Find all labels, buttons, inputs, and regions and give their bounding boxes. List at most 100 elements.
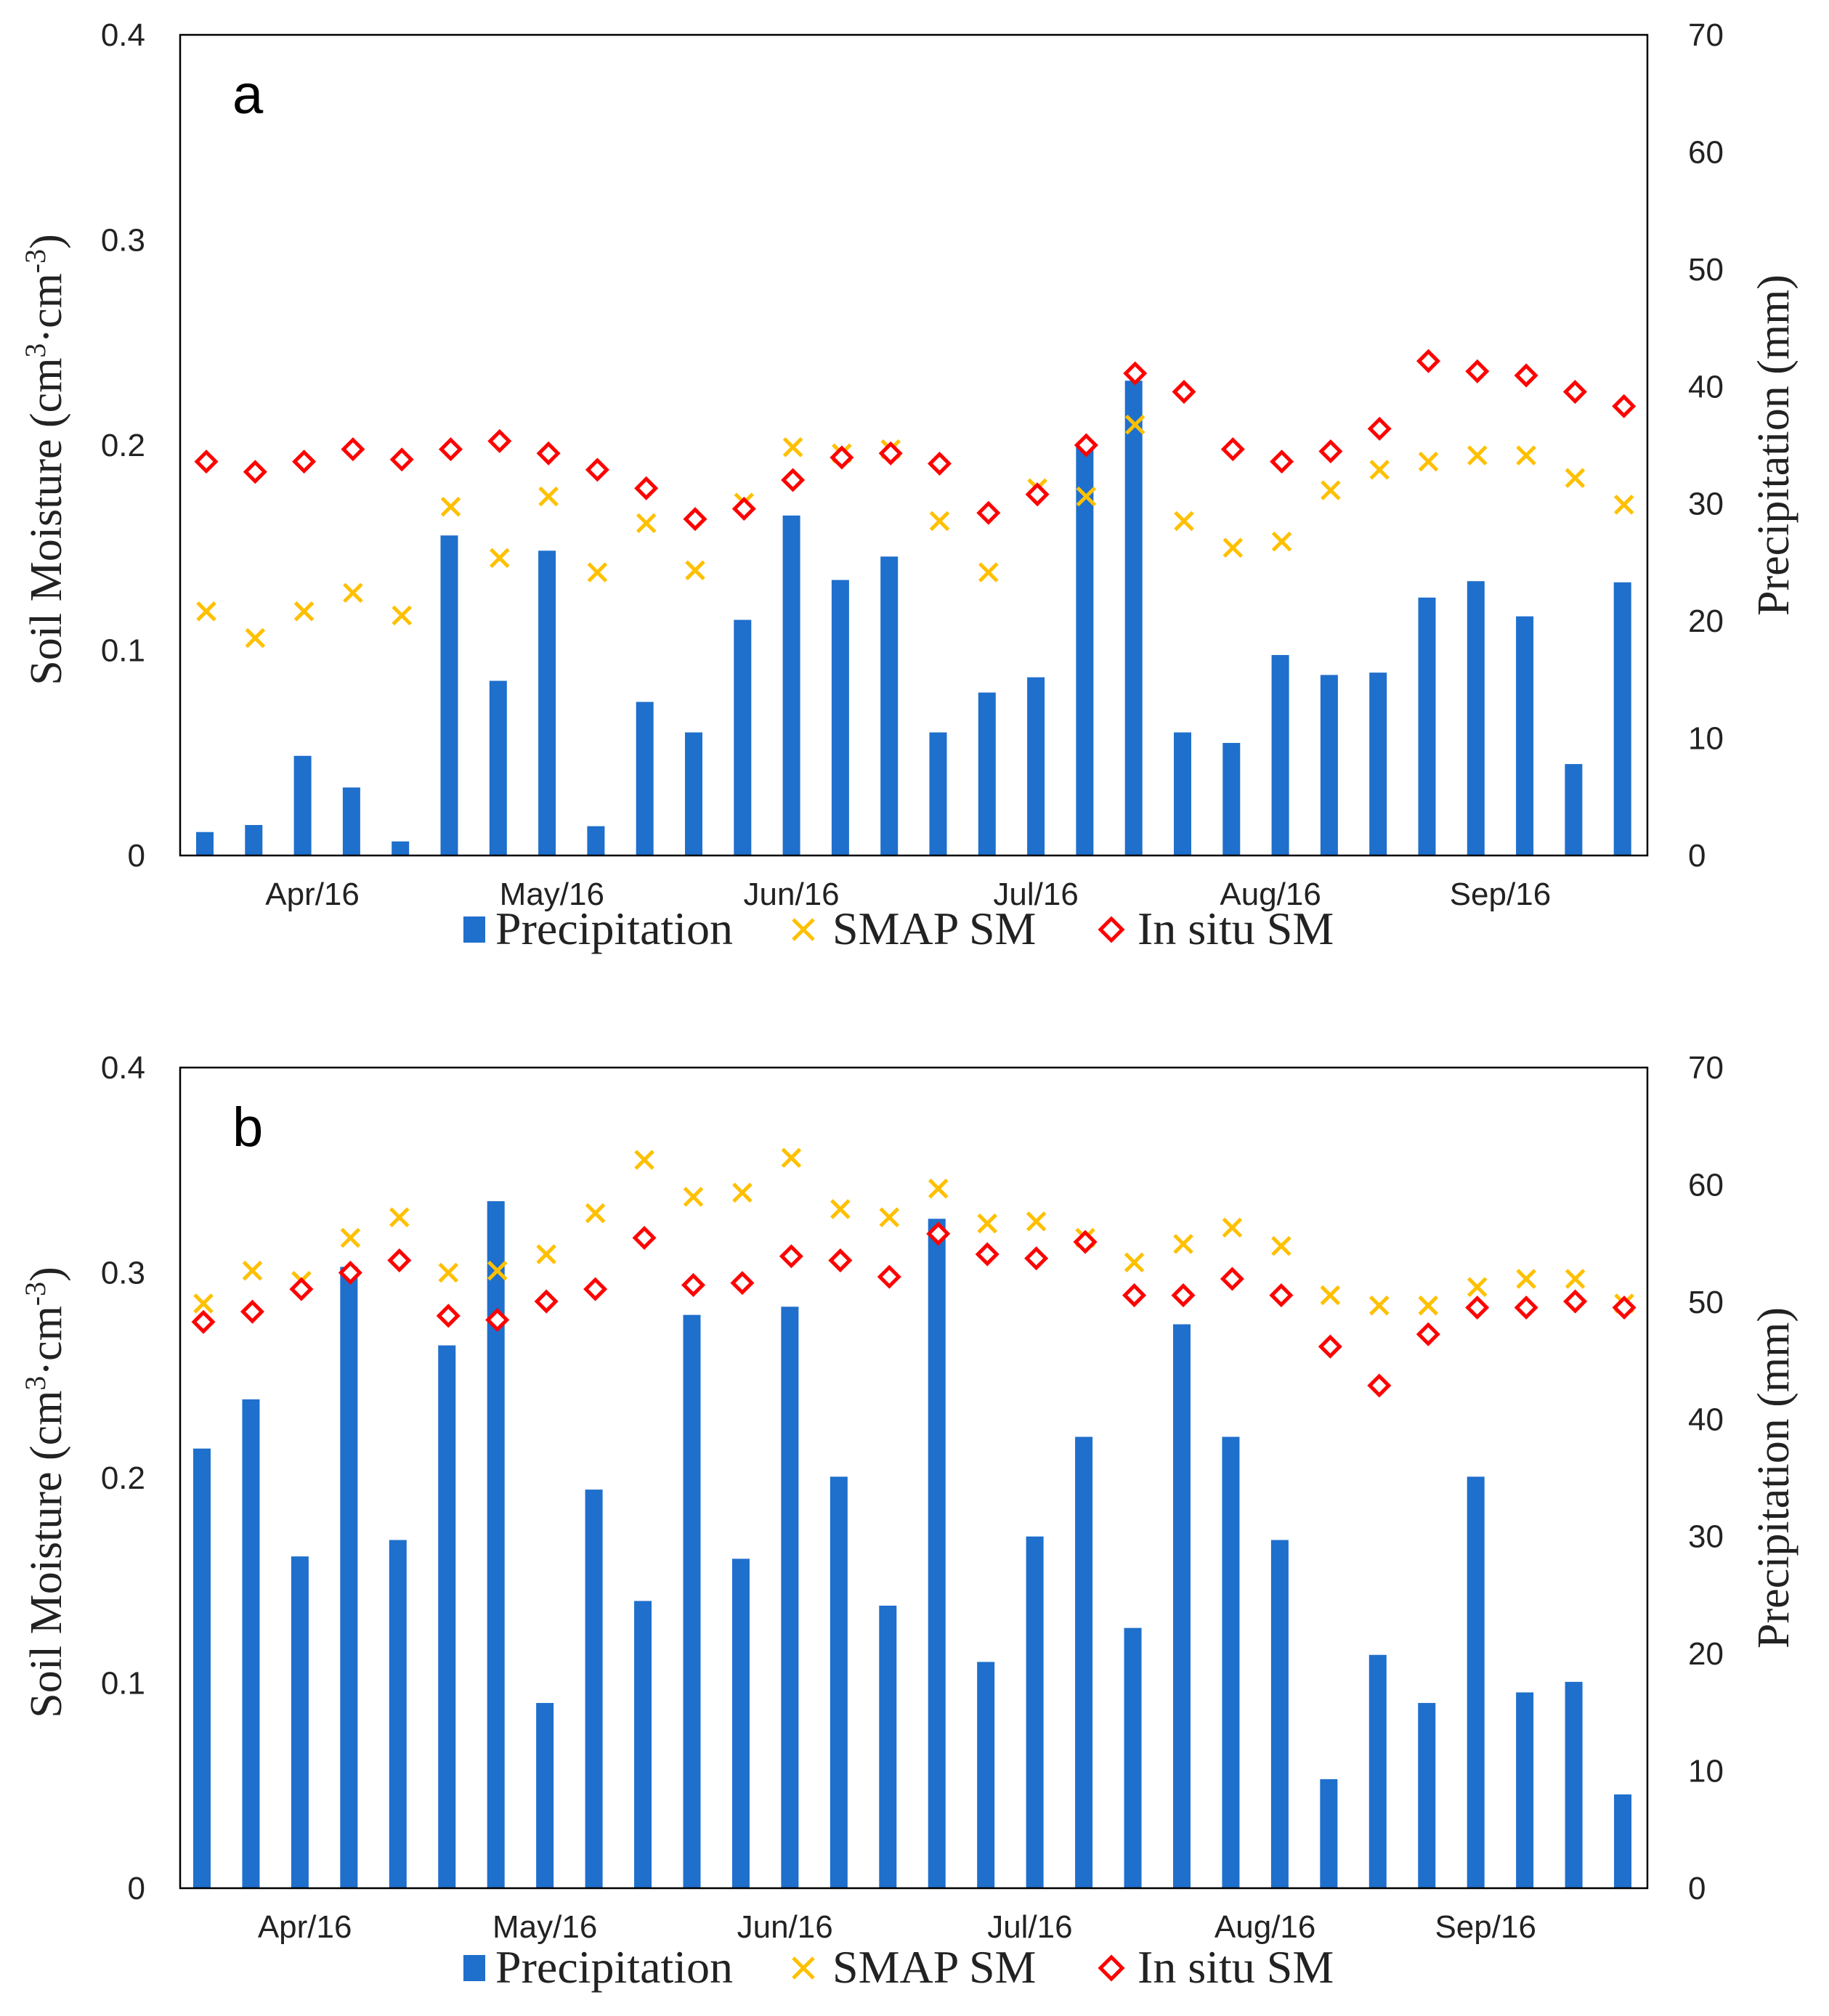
smap-point xyxy=(683,1187,704,1207)
right-tick-label: 50 xyxy=(1688,252,1724,288)
insitu-point xyxy=(1514,1295,1538,1320)
insitu-point xyxy=(781,468,806,492)
precipitation-bar xyxy=(1613,582,1631,855)
smap-stroke xyxy=(634,1150,654,1170)
insitu-markers xyxy=(194,349,1637,532)
insitu-point xyxy=(779,1244,803,1269)
month-label: Apr/16 xyxy=(258,1909,352,1945)
insitu-point xyxy=(583,1277,608,1301)
right-tick-label: 20 xyxy=(1688,1636,1724,1672)
smap-point xyxy=(1271,532,1292,552)
y-axis-label-left: Soil Moisture (cm3·cm-3) xyxy=(19,1267,71,1718)
smap-point xyxy=(1565,468,1586,488)
precipitation-bar xyxy=(1369,672,1387,855)
precipitation-bar xyxy=(782,515,800,855)
precipitation-bar xyxy=(830,1476,848,1888)
smap-stroke xyxy=(1271,1236,1291,1256)
smap-stroke xyxy=(792,918,815,941)
smap-point xyxy=(1271,1236,1291,1256)
precipitation-bar xyxy=(585,1489,603,1888)
left-tick-label: 0.3 xyxy=(101,1256,145,1291)
smap-point xyxy=(1418,451,1439,472)
smap-point xyxy=(490,548,510,569)
y-axis-label-right: Precipitation (mm) xyxy=(1749,275,1798,616)
legend-insitu-swatch xyxy=(1098,1954,1125,1982)
insitu-point xyxy=(1367,1373,1392,1398)
smap-point xyxy=(977,1213,997,1234)
insitu-point xyxy=(1612,1295,1637,1320)
y-axis-label-left: Soil Moisture (cm3·cm-3) xyxy=(19,234,71,686)
precipitation-bar xyxy=(978,692,996,855)
smap-point xyxy=(1320,1285,1341,1306)
plot-frame xyxy=(179,33,1649,857)
smap-stroke xyxy=(782,437,803,458)
smap-stroke xyxy=(343,582,363,603)
precipitation-bar xyxy=(1270,1540,1289,1888)
right-tick-label: 70 xyxy=(1688,17,1724,53)
smap-point xyxy=(1076,486,1097,507)
insitu-point xyxy=(976,500,1001,525)
smap-stroke xyxy=(977,1213,997,1234)
smap-stroke xyxy=(1613,495,1634,515)
precipitation-bar xyxy=(587,826,605,855)
precipitation-bar xyxy=(291,1556,309,1888)
precipitation-bar xyxy=(1467,581,1485,855)
legend-precipitation-swatch xyxy=(463,1955,485,1981)
smap-point xyxy=(1222,537,1244,558)
insitu-point xyxy=(1465,359,1490,383)
smap-stroke xyxy=(683,1187,704,1207)
smap-point xyxy=(196,601,216,622)
month-label: May/16 xyxy=(492,1909,597,1945)
smap-stroke xyxy=(685,560,705,581)
smap-point xyxy=(782,437,803,458)
smap-stroke xyxy=(1565,1269,1586,1289)
smap-point xyxy=(1124,1252,1145,1273)
insitu-point xyxy=(387,1248,412,1273)
precipitation-bar xyxy=(929,732,947,855)
insitu-point xyxy=(1123,361,1148,386)
smap-point xyxy=(1418,1295,1439,1316)
smap-stroke xyxy=(792,1956,815,1980)
y-axis-label-right: Precipitation (mm) xyxy=(1749,1307,1798,1649)
precipitation-bar xyxy=(731,1558,750,1888)
left-tick-label: 0.2 xyxy=(101,1460,145,1496)
smap-stroke xyxy=(389,1207,410,1227)
month-label: Jun/16 xyxy=(737,1909,833,1945)
insitu-point xyxy=(634,476,659,500)
precipitation-bar xyxy=(489,680,507,855)
smap-point xyxy=(929,511,950,532)
smap-point xyxy=(389,1207,410,1227)
precipitation-bar xyxy=(977,1662,995,1888)
smap-stroke xyxy=(636,513,657,534)
smap-stroke xyxy=(1320,1285,1341,1306)
smap-point xyxy=(781,1147,802,1168)
smap-point xyxy=(1369,460,1390,480)
smap-stroke xyxy=(1271,532,1292,552)
smap-stroke xyxy=(1076,486,1097,507)
right-tick-label: 30 xyxy=(1688,1519,1724,1555)
smap-stroke xyxy=(536,1244,556,1264)
smap-point xyxy=(1565,1269,1586,1289)
precipitation-bar xyxy=(1174,732,1191,855)
smap-point xyxy=(830,1199,851,1219)
smap-point xyxy=(293,601,315,622)
precipitation-bar xyxy=(438,1345,456,1888)
right-tick-label: 30 xyxy=(1688,487,1724,522)
smap-stroke xyxy=(830,1199,851,1219)
smap-point xyxy=(392,605,412,626)
smap-stroke xyxy=(732,1182,753,1203)
precipitation-bar xyxy=(879,1605,897,1888)
precipitation-bar xyxy=(1222,1436,1240,1888)
legend: Precipitation SMAP SM In situ SM xyxy=(463,903,1334,954)
smap-point xyxy=(440,496,461,517)
insitu-point xyxy=(877,1264,901,1289)
right-tick-label: 70 xyxy=(1688,1050,1724,1086)
insitu-point xyxy=(194,450,219,474)
smap-point xyxy=(1173,1234,1193,1254)
smap-point xyxy=(340,1227,361,1248)
legend-smap-swatch xyxy=(792,1956,815,1980)
precipitation-bar xyxy=(196,832,214,855)
precipitation-bar xyxy=(1565,764,1583,855)
smap-stroke xyxy=(1418,1295,1439,1316)
insitu-point xyxy=(730,1271,755,1296)
